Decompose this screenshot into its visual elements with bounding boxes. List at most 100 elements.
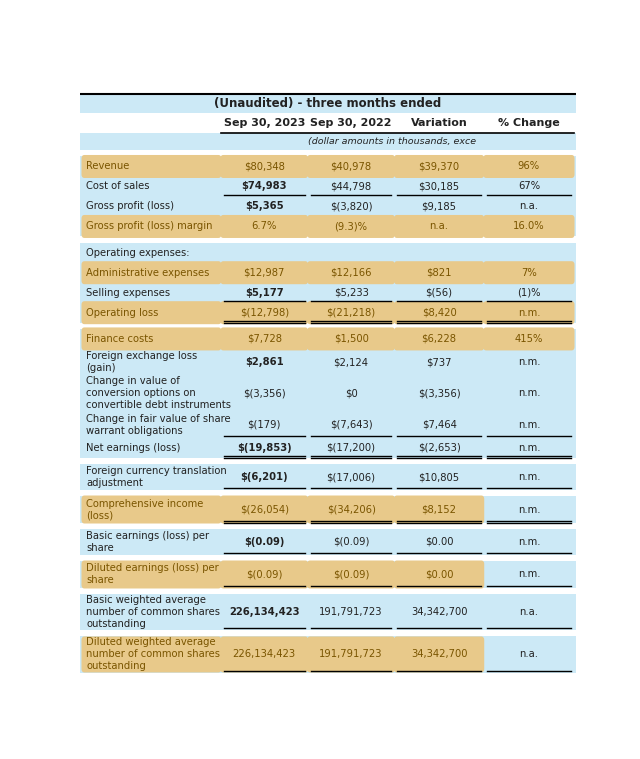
Text: n.a.: n.a. — [520, 201, 538, 212]
Text: Cost of sales: Cost of sales — [86, 181, 150, 191]
Text: Foreign exchange loss
(gain): Foreign exchange loss (gain) — [86, 351, 198, 373]
FancyBboxPatch shape — [81, 215, 221, 238]
FancyBboxPatch shape — [80, 237, 576, 243]
FancyBboxPatch shape — [80, 263, 576, 282]
FancyBboxPatch shape — [80, 587, 576, 594]
Text: Operating loss: Operating loss — [86, 307, 159, 318]
Text: Sep 30, 2022: Sep 30, 2022 — [310, 118, 392, 128]
FancyBboxPatch shape — [307, 327, 395, 351]
FancyBboxPatch shape — [220, 560, 308, 588]
FancyBboxPatch shape — [81, 496, 221, 524]
FancyBboxPatch shape — [483, 261, 575, 284]
Text: $(179): $(179) — [248, 420, 281, 430]
Text: $1,500: $1,500 — [333, 334, 369, 344]
FancyBboxPatch shape — [80, 555, 576, 562]
FancyBboxPatch shape — [80, 630, 576, 636]
Text: Change in fair value of share
warrant obligations: Change in fair value of share warrant ob… — [86, 414, 231, 436]
FancyBboxPatch shape — [80, 458, 576, 464]
FancyBboxPatch shape — [80, 523, 576, 529]
Text: Diluted weighted average
number of common shares
outstanding: Diluted weighted average number of commo… — [86, 638, 220, 672]
FancyBboxPatch shape — [80, 303, 576, 323]
Text: $(17,006): $(17,006) — [326, 472, 376, 482]
Text: n.m.: n.m. — [518, 307, 540, 318]
Text: Basic earnings (loss) per
share: Basic earnings (loss) per share — [86, 531, 209, 553]
FancyBboxPatch shape — [80, 375, 576, 411]
Text: $(3,356): $(3,356) — [243, 389, 285, 398]
Text: Foreign currency translation
adjustment: Foreign currency translation adjustment — [86, 466, 227, 488]
Text: Net earnings (loss): Net earnings (loss) — [86, 442, 181, 452]
Text: $(3,820): $(3,820) — [330, 201, 372, 212]
FancyBboxPatch shape — [81, 637, 221, 672]
Text: n.m.: n.m. — [518, 472, 540, 482]
FancyBboxPatch shape — [307, 215, 395, 238]
FancyBboxPatch shape — [80, 594, 576, 630]
Text: $(0.09): $(0.09) — [333, 537, 369, 547]
FancyBboxPatch shape — [80, 282, 576, 303]
Text: $8,152: $8,152 — [422, 505, 456, 515]
Text: $(12,798): $(12,798) — [240, 307, 289, 318]
Text: Administrative expenses: Administrative expenses — [86, 268, 210, 278]
FancyBboxPatch shape — [80, 438, 576, 458]
Text: $(56): $(56) — [426, 288, 452, 298]
FancyBboxPatch shape — [80, 496, 576, 523]
FancyBboxPatch shape — [220, 327, 308, 351]
FancyBboxPatch shape — [394, 560, 484, 588]
Text: Comprehensive income
(loss): Comprehensive income (loss) — [86, 499, 204, 521]
Text: Revenue: Revenue — [86, 162, 130, 172]
Text: $80,348: $80,348 — [244, 162, 285, 172]
FancyBboxPatch shape — [483, 215, 575, 238]
FancyBboxPatch shape — [220, 496, 308, 524]
Text: $8,420: $8,420 — [422, 307, 456, 318]
Text: $10,805: $10,805 — [419, 472, 460, 482]
FancyBboxPatch shape — [220, 301, 308, 324]
FancyBboxPatch shape — [307, 155, 395, 178]
Text: $40,978: $40,978 — [330, 162, 372, 172]
Text: % Change: % Change — [498, 118, 560, 128]
Text: $821: $821 — [426, 268, 452, 278]
Text: Gross profit (loss) margin: Gross profit (loss) margin — [86, 222, 213, 231]
FancyBboxPatch shape — [80, 156, 576, 177]
Text: n.m.: n.m. — [518, 442, 540, 452]
Text: $(0.09): $(0.09) — [246, 569, 282, 579]
FancyBboxPatch shape — [80, 177, 576, 197]
Text: Sep 30, 2023: Sep 30, 2023 — [223, 118, 305, 128]
Text: (9.3)%: (9.3)% — [335, 222, 367, 231]
FancyBboxPatch shape — [80, 529, 576, 555]
FancyBboxPatch shape — [394, 496, 484, 524]
FancyBboxPatch shape — [394, 155, 484, 178]
Text: $0.00: $0.00 — [425, 569, 453, 579]
FancyBboxPatch shape — [220, 155, 308, 178]
Text: $5,365: $5,365 — [245, 201, 284, 212]
Text: $(17,200): $(17,200) — [326, 442, 376, 452]
FancyBboxPatch shape — [483, 301, 575, 324]
Text: 191,791,723: 191,791,723 — [319, 650, 383, 660]
Text: $0: $0 — [345, 389, 357, 398]
Text: 7%: 7% — [521, 268, 537, 278]
Text: n.a.: n.a. — [520, 650, 538, 660]
Text: n.m.: n.m. — [518, 389, 540, 398]
FancyBboxPatch shape — [483, 327, 575, 351]
FancyBboxPatch shape — [81, 261, 221, 284]
FancyBboxPatch shape — [81, 301, 221, 324]
FancyBboxPatch shape — [394, 215, 484, 238]
Text: $74,983: $74,983 — [241, 181, 287, 191]
Text: $(3,356): $(3,356) — [418, 389, 460, 398]
Text: n.a.: n.a. — [429, 222, 449, 231]
Text: 191,791,723: 191,791,723 — [319, 607, 383, 617]
Text: 415%: 415% — [515, 334, 543, 344]
FancyBboxPatch shape — [394, 327, 484, 351]
Text: 16.0%: 16.0% — [513, 222, 545, 231]
FancyBboxPatch shape — [394, 261, 484, 284]
FancyBboxPatch shape — [80, 94, 576, 113]
Text: n.m.: n.m. — [518, 505, 540, 515]
Text: $39,370: $39,370 — [419, 162, 460, 172]
FancyBboxPatch shape — [307, 261, 395, 284]
FancyBboxPatch shape — [80, 349, 576, 375]
FancyBboxPatch shape — [81, 327, 221, 351]
Text: 226,134,423: 226,134,423 — [229, 607, 300, 617]
FancyBboxPatch shape — [80, 133, 576, 150]
Text: 226,134,423: 226,134,423 — [233, 650, 296, 660]
Text: $(6,201): $(6,201) — [241, 472, 288, 482]
Text: n.m.: n.m. — [518, 420, 540, 430]
Text: $44,798: $44,798 — [330, 181, 372, 191]
